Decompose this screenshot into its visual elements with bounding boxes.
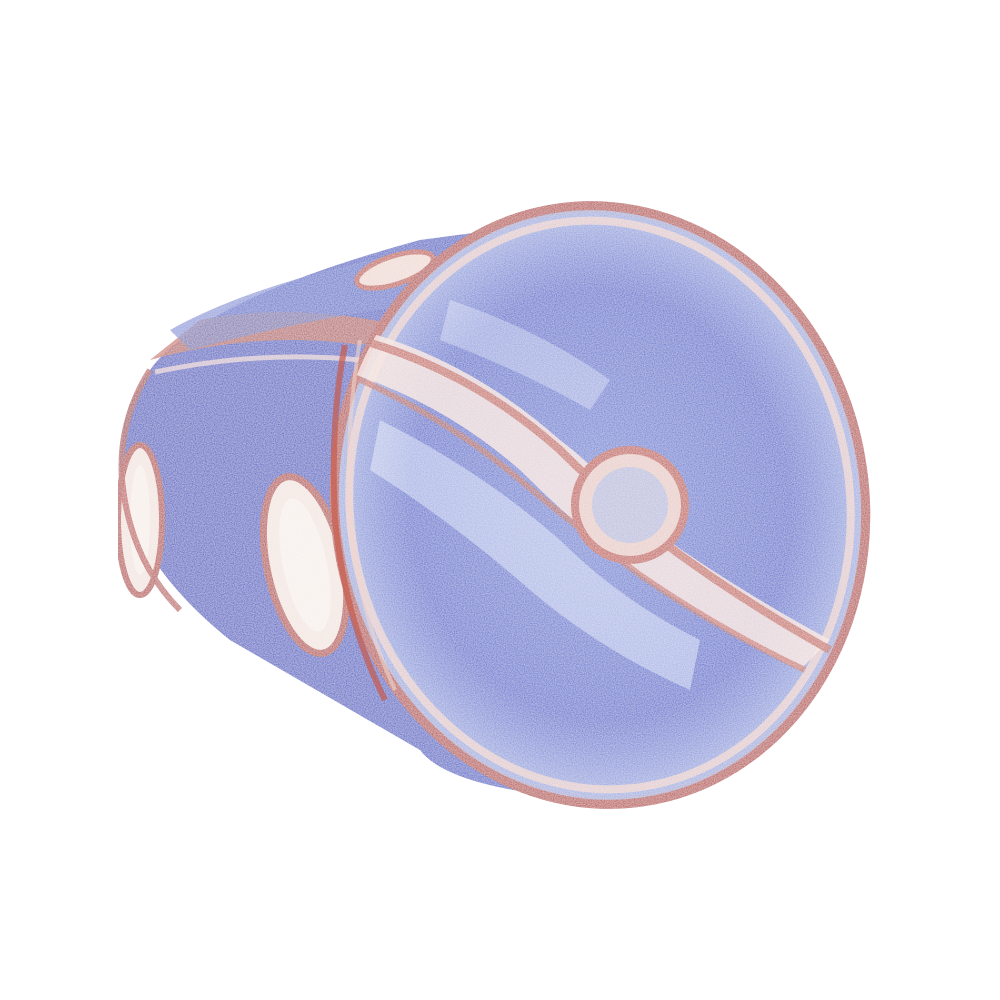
- cylinder-front-face: [329, 201, 871, 809]
- seam-edge: [330, 339, 397, 702]
